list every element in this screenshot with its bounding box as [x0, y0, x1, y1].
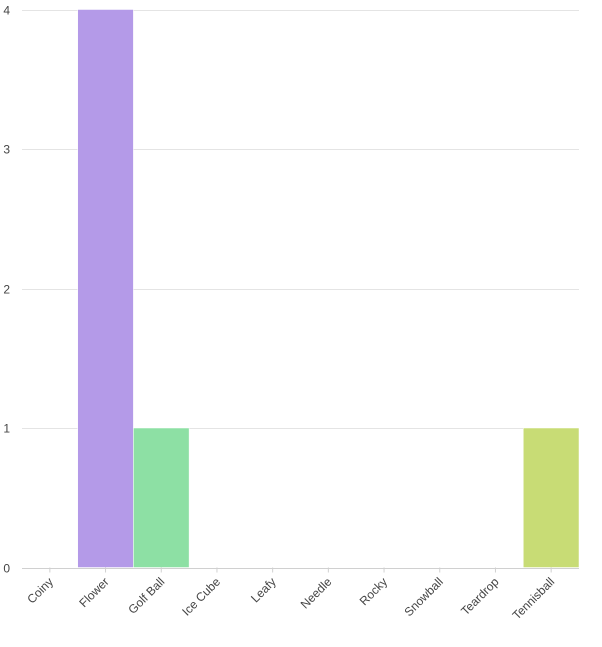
- x-tick-label: Flower: [76, 575, 111, 610]
- x-axis-tick-labels: Coiny Flower Golf Ball Ice Cube Leafy Needle R…: [24, 567, 558, 623]
- y-tick-label: 4: [3, 4, 10, 18]
- y-tick-label: 1: [3, 422, 10, 436]
- y-axis-tick-labels: 0 1 2 3 4: [3, 4, 10, 576]
- bar-golf-ball: [133, 427, 190, 568]
- x-tick-label: Rocky: [357, 575, 390, 608]
- bars: [77, 9, 580, 568]
- y-tick-label: 3: [3, 143, 10, 157]
- x-tick-label: Leafy: [248, 575, 279, 606]
- x-tick-label: Ice Cube: [179, 574, 223, 618]
- bar-tennisball: [523, 427, 580, 568]
- x-tick-label: Coiny: [24, 575, 56, 607]
- y-tick-label: 2: [3, 283, 10, 297]
- x-tick-label: Needle: [298, 574, 335, 611]
- x-tick-label: Snowball: [402, 575, 446, 619]
- x-tick-label: Teardrop: [458, 575, 502, 619]
- x-tick-label: Tennisball: [510, 575, 558, 623]
- bar-flower: [77, 9, 134, 568]
- x-tick-label: Golf Ball: [125, 575, 167, 617]
- y-tick-label: 0: [3, 562, 10, 576]
